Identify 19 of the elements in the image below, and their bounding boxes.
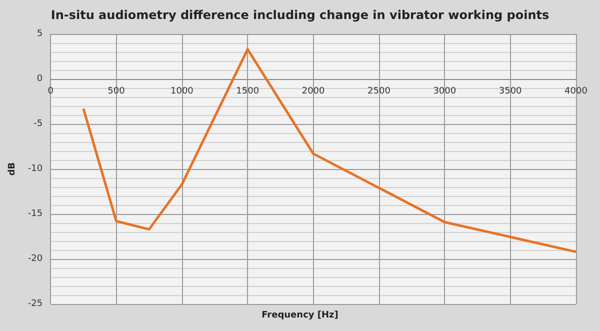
chart-title: In-situ audiometry difference including change in vibrator working points (50, 8, 550, 22)
x-tick-label: 3000 (433, 86, 456, 96)
x-tick-label: 1500 (236, 86, 260, 96)
y-tick-label: 5 (36, 29, 43, 39)
x-tick-label: 4000 (564, 86, 588, 96)
y-axis-title: dB (8, 162, 18, 176)
x-tick-label: 2500 (368, 86, 391, 96)
x-tick-label: 3500 (498, 86, 522, 96)
y-tick-label: 0 (36, 74, 43, 84)
y-tick-label: -25 (28, 299, 43, 309)
x-axis-title: Frequency [Hz] (262, 310, 338, 320)
y-tick-label: -15 (28, 209, 43, 219)
x-tick-label: 1000 (170, 86, 194, 96)
x-tick-label: 500 (108, 86, 126, 96)
y-tick-label: -20 (28, 254, 43, 264)
x-tick-label: 0 (48, 86, 54, 96)
x-tick-label: 2000 (302, 86, 326, 96)
y-tick-label: -5 (34, 119, 43, 129)
y-tick-label: -10 (28, 164, 43, 174)
